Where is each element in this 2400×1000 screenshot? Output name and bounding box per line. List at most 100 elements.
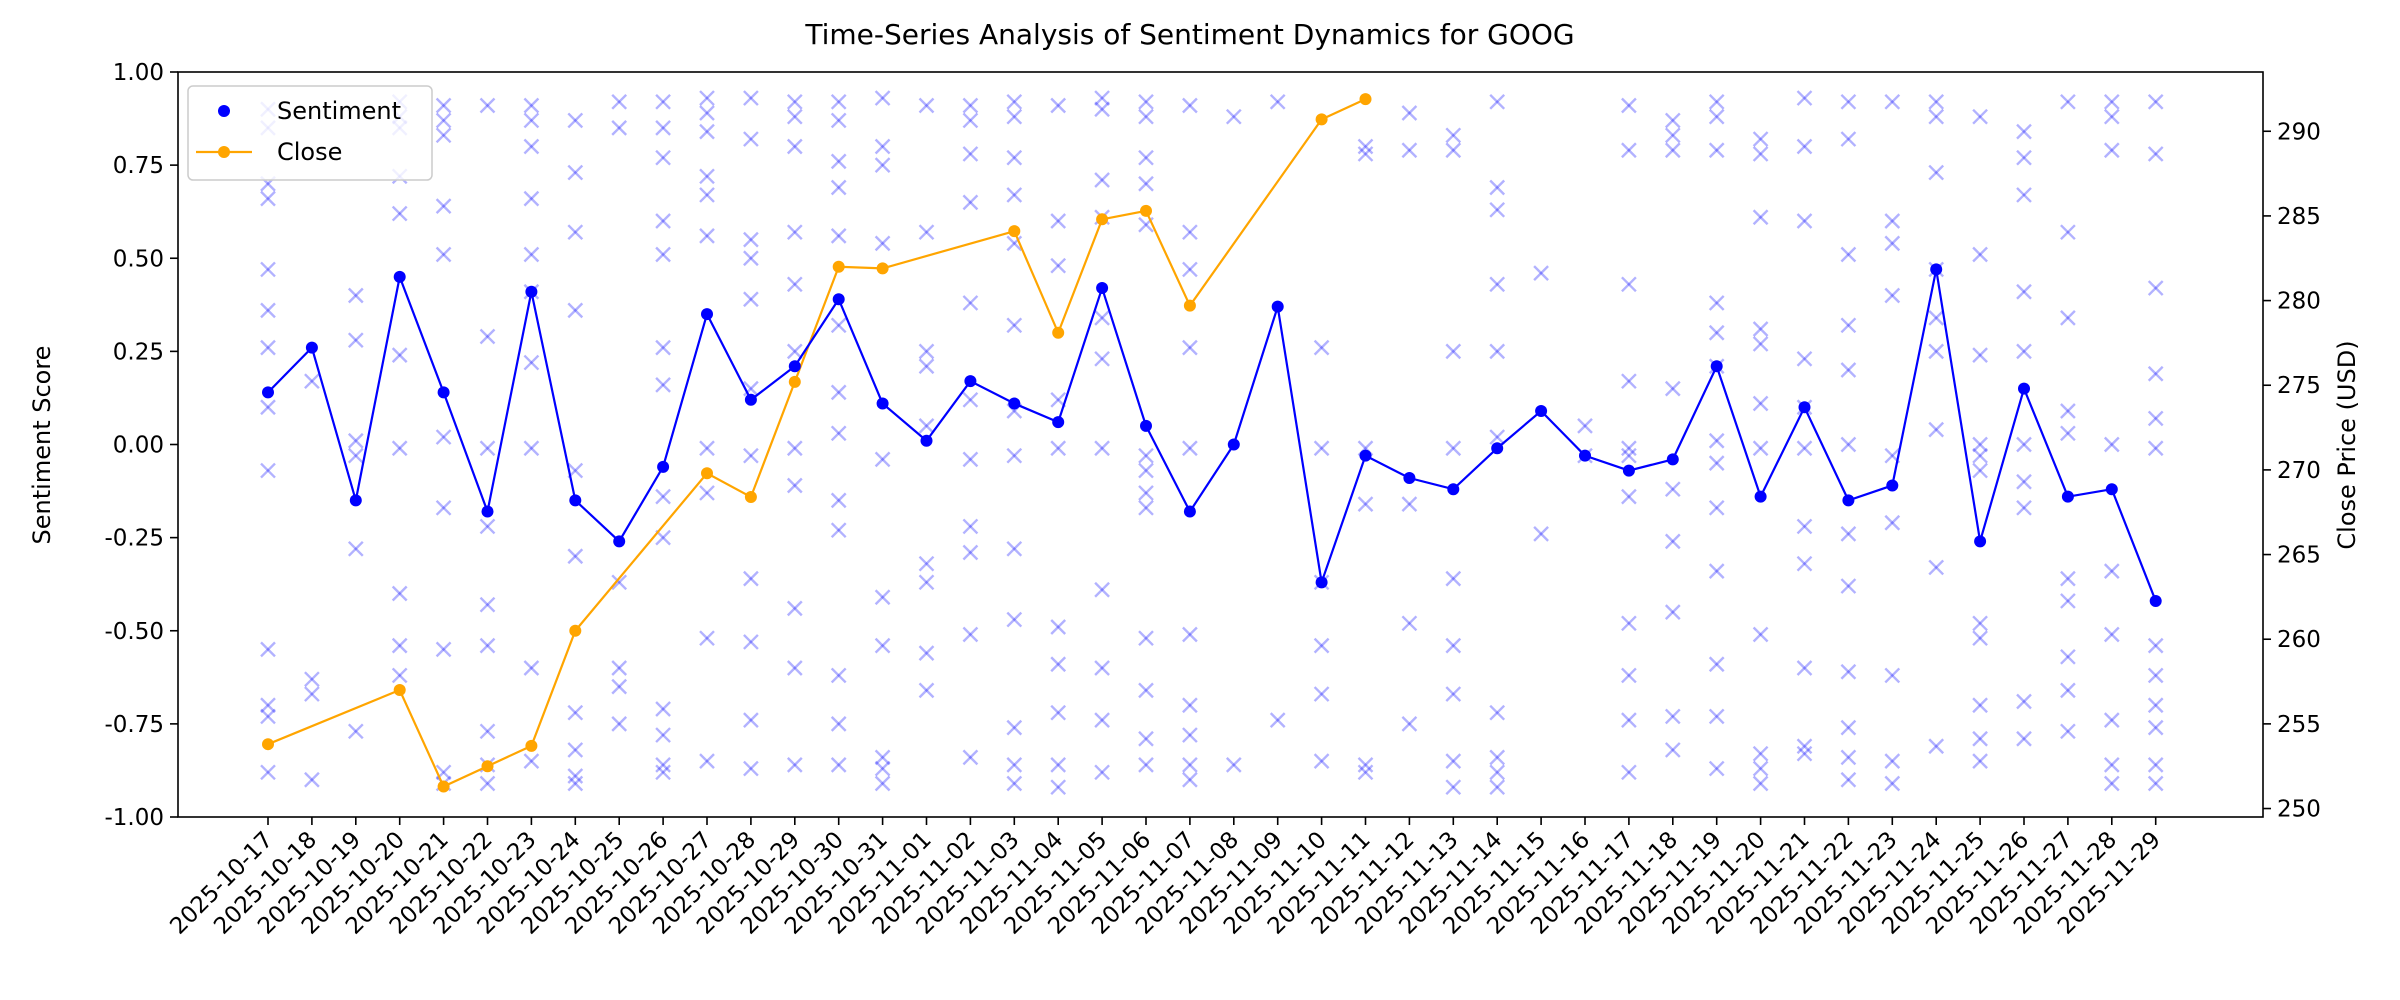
scatter-point [1489,179,1506,196]
scatter-point [699,187,715,203]
sentiment-point [1622,464,1635,477]
scatter-point [962,518,979,535]
scatter-point [655,246,671,263]
scatter-point [655,120,671,136]
sentiment-point [393,270,406,283]
scatter-point [1357,496,1374,512]
scatter-point [435,429,452,445]
scatter-point [1884,235,1901,252]
scatter-point [1094,581,1110,598]
scatter-point [1050,656,1067,673]
scatter-point [830,667,847,684]
scatter-point [1664,533,1681,550]
y-tick-label: -0.50 [104,619,164,645]
scatter-point [1050,97,1067,114]
y2-tick-label: 285 [2277,204,2321,230]
scatter-point [1840,436,1857,453]
scatter-point [1621,142,1637,159]
sentiment-point [305,341,318,354]
y-tick-label: -1.00 [104,805,164,831]
scatter-point [1138,682,1154,699]
scatter-point [1621,615,1637,632]
scatter-point [1182,440,1198,457]
legend-sentiment-marker [218,105,230,117]
scatter-point [567,742,584,758]
scatter-point [786,224,803,241]
scatter-point [567,768,584,784]
scatter-point [1884,287,1901,304]
sentiment-point [569,494,582,507]
scatter-point [523,354,540,371]
scatter-point [1138,175,1154,192]
scatter-point [874,760,891,777]
scatter-point [1050,257,1067,274]
scatter-point [786,757,803,773]
scatter-point [962,626,979,643]
scatter-point [1138,108,1154,125]
scatter-point [1445,142,1462,159]
scatter-point [1928,108,1945,125]
close-point [1052,326,1065,339]
scatter-point [1182,771,1198,788]
sentiment-point [1666,453,1679,466]
scatter-point [391,205,408,222]
scatter-point [1708,108,1725,125]
scatter-point [874,749,891,766]
scatter-point [1621,447,1637,464]
scatter-point [830,522,847,539]
sentiment-point [613,535,626,548]
scatter-point [830,179,847,196]
scatter-point [655,701,671,717]
scatter-point [743,231,759,248]
scatter-point [611,678,628,695]
scatter-point [523,660,540,676]
scatter-point [699,753,715,769]
sentiment-point [1842,494,1855,507]
scatter-point [874,138,891,155]
scatter-point [786,276,803,293]
scatter-point [1445,753,1462,769]
scatter-point [523,138,540,155]
scatter-point [1664,112,1681,129]
sentiment-point [876,397,889,410]
close-point [393,684,406,697]
scatter-point [304,686,320,702]
scatter-point [304,671,320,688]
scatter-point [260,697,276,714]
scatter-point [1840,317,1857,334]
close-point [1008,225,1021,238]
scatter-point [2016,343,2032,360]
scatter-point [743,90,759,106]
close-point [788,375,801,388]
scatter-point [1006,317,1023,334]
y-axis-label: Sentiment Score [28,346,56,545]
scatter-point [699,90,715,106]
sentiment-point [1798,401,1811,414]
scatter-point [479,440,496,457]
scatter-point [1445,440,1462,457]
scatter-point [962,544,979,561]
scatter-point [2016,187,2032,203]
scatter-point [1928,93,1945,110]
scatter-point [1621,764,1637,781]
scatter-point [1928,164,1945,181]
close-point [525,739,538,752]
scatter-point [260,339,276,356]
scatter-point [523,112,540,129]
scatter-point [1401,496,1418,512]
scatter-point [1533,265,1549,281]
scatter-point [743,712,759,728]
scatter-point [1489,201,1506,218]
scatter-point [2103,93,2120,110]
scatter-point [655,757,671,773]
scatter-point [611,120,628,136]
scatter-point [347,287,364,304]
scatter-point [1752,395,1769,412]
scatter-point [391,667,408,684]
scatter-point [786,440,803,457]
scatter-point [1489,704,1506,721]
scatter-point [1182,626,1198,643]
scatter-point [1752,760,1769,777]
legend-close-label: Close [277,138,342,166]
legend-sentiment-label: Sentiment [277,97,401,125]
